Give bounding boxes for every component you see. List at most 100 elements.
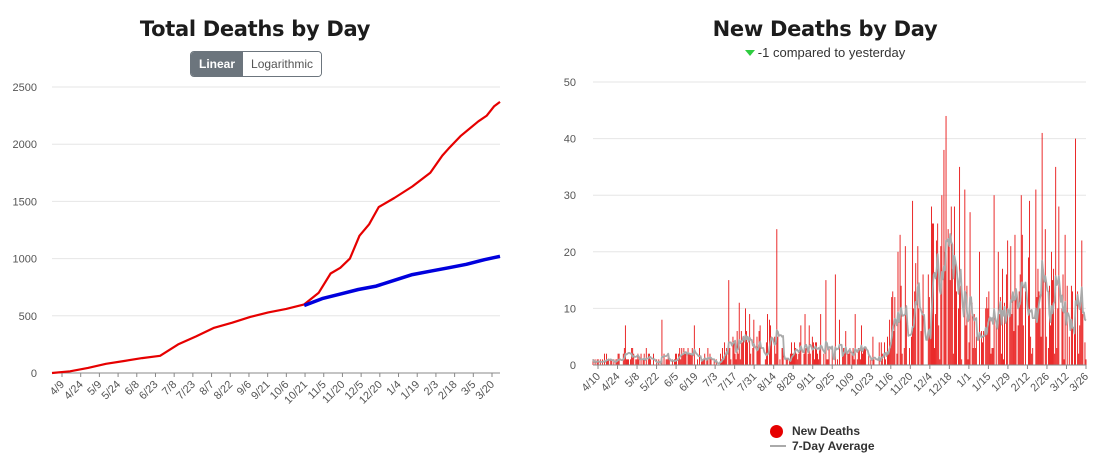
- new-deaths-bar: [1044, 229, 1046, 365]
- new-deaths-bar: [847, 353, 849, 365]
- right-x-tick: 8/14: [755, 371, 779, 395]
- new-deaths-bar: [816, 342, 817, 365]
- new-deaths-bar: [968, 342, 970, 365]
- new-deaths-bar: [724, 342, 726, 365]
- new-deaths-bar: [912, 200, 914, 365]
- left-y-tick: 1000: [13, 254, 37, 266]
- new-deaths-bar: [788, 359, 790, 365]
- new-deaths-bar: [680, 359, 682, 365]
- new-deaths-bar: [691, 348, 693, 365]
- new-deaths-bar: [848, 353, 850, 365]
- new-deaths-bar: [814, 359, 815, 365]
- new-deaths-bar: [967, 359, 969, 365]
- new-deaths-bar: [827, 359, 829, 365]
- new-deaths-bar: [901, 353, 903, 365]
- new-deaths-bar: [966, 285, 968, 365]
- new-deaths-bar: [796, 353, 798, 365]
- new-deaths-bar: [983, 331, 985, 365]
- new-deaths-bar: [958, 308, 959, 365]
- left-x-tick: 5/24: [100, 379, 124, 403]
- new-deaths-bar: [1025, 291, 1026, 365]
- new-deaths-bar: [706, 359, 708, 365]
- linear-button[interactable]: Linear: [191, 52, 244, 76]
- new-deaths-legend-label: New Deaths: [792, 424, 861, 438]
- new-deaths-bar: [732, 336, 734, 365]
- new-deaths-bar: [880, 342, 882, 365]
- new-deaths-bar: [752, 348, 754, 365]
- new-deaths-bar: [990, 353, 992, 365]
- right-x-tick: 9/25: [814, 371, 838, 395]
- new-deaths-bar: [825, 280, 827, 365]
- new-deaths-bar: [887, 336, 888, 365]
- new-deaths-bar: [671, 359, 673, 365]
- logarithmic-button[interactable]: Logarithmic: [243, 52, 322, 76]
- new-deaths-bar: [668, 359, 670, 365]
- legend-7-day-average[interactable]: 7-Day Average: [770, 439, 875, 453]
- new-deaths-bar: [964, 189, 966, 365]
- new-deaths-bar: [894, 297, 896, 365]
- new-deaths-bar: [733, 342, 735, 365]
- new-deaths-bar: [865, 348, 867, 365]
- new-deaths-bar: [896, 353, 898, 365]
- new-deaths-bar: [843, 348, 845, 365]
- right-x-tick: 7/31: [736, 371, 760, 395]
- secondary-total-line: [303, 254, 501, 308]
- new-deaths-bar: [607, 359, 609, 365]
- new-deaths-bar: [955, 263, 956, 365]
- new-deaths-bar: [741, 342, 743, 365]
- new-deaths-bar: [939, 359, 941, 365]
- left-x-tick: 6/23: [137, 379, 161, 403]
- new-deaths-bar: [663, 353, 665, 365]
- new-deaths-bar: [992, 348, 994, 365]
- new-deaths-bar: [1022, 325, 1024, 365]
- new-deaths-bar: [900, 285, 902, 365]
- new-deaths-bar: [750, 353, 752, 365]
- new-deaths-bar: [1084, 342, 1086, 365]
- new-deaths-bar: [616, 359, 618, 365]
- new-deaths-bar: [950, 206, 952, 365]
- new-deaths-bar: [642, 359, 644, 365]
- new-deaths-bar: [956, 291, 957, 365]
- new-deaths-bar: [611, 359, 613, 365]
- new-deaths-bar: [1035, 189, 1037, 365]
- new-deaths-bar: [661, 319, 663, 365]
- left-x-tick: 4/24: [62, 379, 86, 403]
- new-deaths-bar: [1063, 359, 1065, 365]
- new-deaths-bar: [960, 285, 962, 365]
- new-deaths-bar: [710, 359, 712, 365]
- new-deaths-bar: [648, 353, 650, 365]
- new-deaths-bar: [776, 229, 778, 365]
- new-deaths-bar: [1052, 280, 1053, 365]
- new-deaths-bar: [805, 348, 807, 365]
- new-deaths-bar: [1062, 274, 1064, 365]
- new-deaths-bar: [857, 348, 859, 365]
- new-deaths-bar: [819, 348, 821, 365]
- new-deaths-bar: [1082, 314, 1084, 365]
- new-deaths-bar: [997, 251, 999, 365]
- legend-new-deaths[interactable]: New Deaths: [770, 424, 860, 438]
- new-deaths-bar: [927, 274, 929, 365]
- new-deaths-bar: [798, 353, 800, 365]
- new-deaths-bar: [730, 359, 732, 365]
- new-deaths-bar: [988, 291, 990, 365]
- new-deaths-bar: [795, 348, 797, 365]
- new-deaths-bar: [852, 348, 854, 365]
- new-deaths-bar: [740, 331, 742, 365]
- new-deaths-bar: [921, 314, 923, 365]
- new-deaths-bar: [982, 342, 984, 365]
- new-deaths-bar: [909, 348, 910, 365]
- new-deaths-bar: [702, 359, 704, 365]
- new-deaths-bar: [781, 348, 783, 365]
- new-deaths-bar: [849, 348, 851, 365]
- new-deaths-bar: [757, 348, 759, 365]
- left-x-tick: 2/18: [436, 379, 460, 403]
- new-deaths-bar: [764, 359, 766, 365]
- left-x-tick: 7/23: [174, 379, 198, 403]
- new-deaths-bar: [944, 251, 946, 365]
- new-deaths-bar: [771, 336, 773, 365]
- new-deaths-bar: [1047, 348, 1049, 365]
- right-y-tick: 50: [564, 77, 576, 89]
- new-deaths-bar: [747, 342, 748, 365]
- new-deaths-bar: [937, 223, 939, 365]
- new-deaths-bar: [753, 319, 755, 365]
